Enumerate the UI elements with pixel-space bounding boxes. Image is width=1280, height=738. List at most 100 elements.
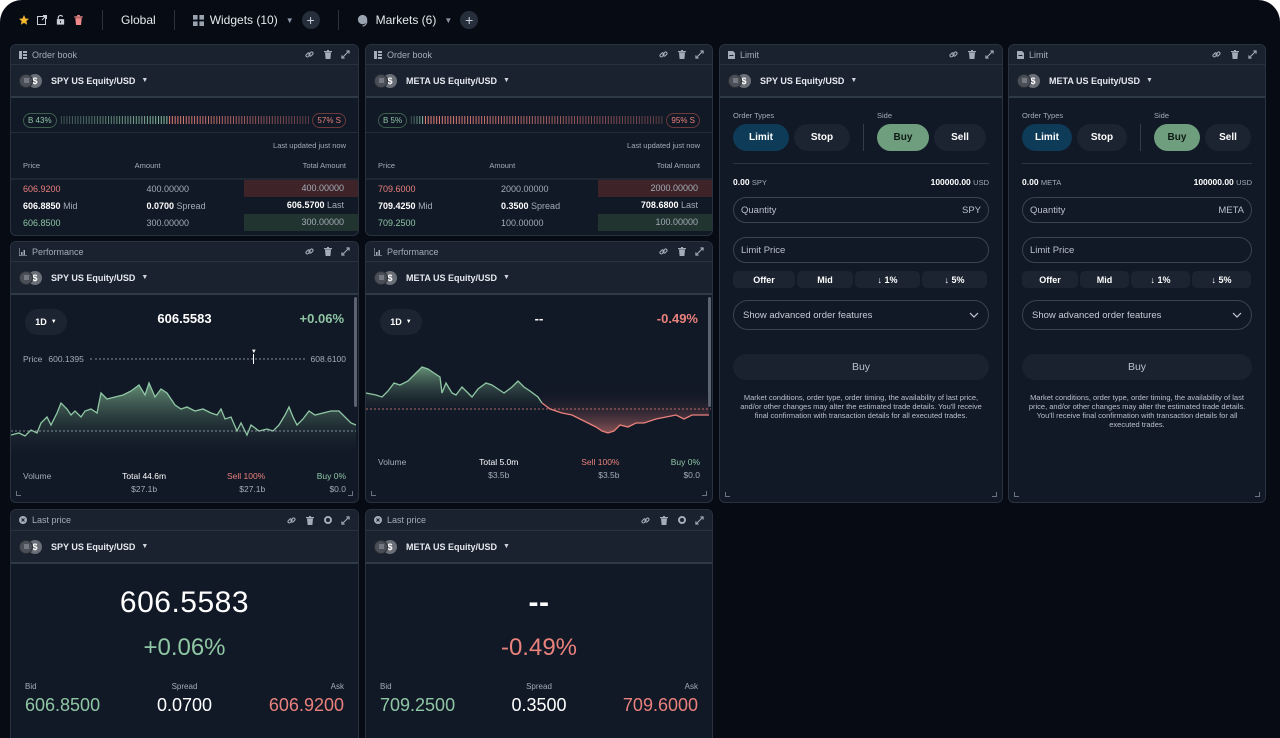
order-type-stop-button[interactable]: Stop bbox=[794, 124, 850, 151]
ask-row[interactable]: 606.9200 400.00000 400.00000 bbox=[11, 180, 358, 197]
price-change: +0.06% bbox=[299, 311, 344, 326]
quantity-input[interactable]: Quantity SPY bbox=[733, 197, 989, 223]
expand-icon[interactable] bbox=[695, 515, 704, 525]
col-amount: Amount bbox=[489, 161, 516, 170]
table-header: Price Amount Total Amount bbox=[366, 150, 712, 180]
quantity-input[interactable]: Quantity META bbox=[1022, 197, 1252, 223]
offer-button[interactable]: Offer bbox=[733, 271, 795, 288]
asset-selector[interactable]: $ SPY US Equity/USD ▼ bbox=[11, 531, 358, 564]
widget-header[interactable]: Last price bbox=[366, 510, 712, 531]
asset-selector[interactable]: $ SPY US Equity/USD ▼ bbox=[11, 65, 358, 98]
advanced-features-toggle[interactable]: Show advanced order features bbox=[1022, 300, 1252, 330]
order-type-limit-button[interactable]: Limit bbox=[1022, 124, 1072, 151]
add-widget-button[interactable]: + bbox=[301, 11, 320, 29]
timeframe-select[interactable]: 1D ▼ bbox=[380, 309, 422, 335]
side-sell-button[interactable]: Sell bbox=[1205, 124, 1251, 151]
last-price-widget-meta: Last price $ META US Equity/USD ▼ -- -0.… bbox=[365, 509, 713, 738]
bid-row[interactable]: 606.8500 300.00000 300.00000 bbox=[11, 214, 358, 231]
delete-icon[interactable] bbox=[967, 50, 976, 59]
side-sell-button[interactable]: Sell bbox=[934, 124, 986, 151]
scrollbar[interactable] bbox=[354, 297, 357, 407]
advanced-features-toggle[interactable]: Show advanced order features bbox=[733, 300, 989, 330]
asset-selector[interactable]: $ META US Equity/USD ▼ bbox=[366, 262, 712, 295]
ask-row[interactable]: 709.6000 2000.00000 2000.00000 bbox=[366, 180, 712, 197]
settings-icon[interactable] bbox=[323, 516, 332, 525]
bid-amount: 300.00000 bbox=[146, 217, 190, 228]
link-icon[interactable] bbox=[305, 247, 314, 256]
delete-icon[interactable] bbox=[323, 247, 332, 256]
minus-1pct-button[interactable]: ↓ 1% bbox=[855, 271, 920, 288]
order-type-stop-button[interactable]: Stop bbox=[1077, 124, 1127, 151]
side-buy-button[interactable]: Buy bbox=[1154, 124, 1200, 151]
widget-header[interactable]: Limit bbox=[720, 45, 1002, 65]
delete-icon[interactable] bbox=[659, 515, 668, 525]
current-price: 606.5583 bbox=[157, 311, 212, 326]
star-icon[interactable] bbox=[18, 14, 30, 26]
link-icon[interactable] bbox=[1212, 50, 1221, 59]
minus-1pct-button[interactable]: ↓ 1% bbox=[1131, 271, 1190, 288]
trash-icon[interactable] bbox=[72, 14, 84, 26]
resize-handle[interactable] bbox=[371, 491, 376, 496]
bid-price: 709.2500 bbox=[378, 217, 416, 228]
delete-icon[interactable] bbox=[677, 50, 686, 59]
widget-header[interactable]: Limit bbox=[1009, 45, 1265, 65]
link-icon[interactable] bbox=[949, 50, 958, 59]
expand-icon[interactable] bbox=[341, 515, 350, 525]
bid-row[interactable]: 709.2500 100.00000 100.00000 bbox=[366, 214, 712, 231]
link-icon[interactable] bbox=[659, 50, 668, 59]
scrollbar[interactable] bbox=[708, 297, 711, 407]
add-market-button[interactable]: + bbox=[460, 11, 479, 29]
side-buy-button[interactable]: Buy bbox=[877, 124, 929, 151]
resize-handle[interactable] bbox=[702, 491, 707, 496]
link-icon[interactable] bbox=[641, 516, 650, 525]
external-link-icon[interactable] bbox=[36, 14, 48, 26]
markets-menu[interactable]: Markets (6) ▼ bbox=[357, 13, 452, 27]
global-tab[interactable]: Global bbox=[121, 13, 156, 27]
asset-balance: 0.00 bbox=[733, 177, 750, 187]
submit-buy-button[interactable]: Buy bbox=[733, 354, 989, 380]
resize-handle[interactable] bbox=[992, 492, 997, 497]
widget-header[interactable]: Performance bbox=[11, 242, 358, 262]
minus-5pct-button[interactable]: ↓ 5% bbox=[922, 271, 987, 288]
link-icon[interactable] bbox=[287, 516, 296, 525]
expand-icon[interactable] bbox=[1248, 50, 1257, 59]
asset-selector[interactable]: $ META US Equity/USD ▼ bbox=[1009, 65, 1265, 98]
asset-selector[interactable]: $ SPY US Equity/USD ▼ bbox=[720, 65, 1002, 98]
asset-selector[interactable]: $ META US Equity/USD ▼ bbox=[366, 531, 712, 564]
minus-5pct-button[interactable]: ↓ 5% bbox=[1192, 271, 1251, 288]
timeframe-select[interactable]: 1D ▼ bbox=[25, 309, 67, 335]
timeframe-value: 1D bbox=[390, 317, 402, 327]
widget-header[interactable]: Order book bbox=[366, 45, 712, 65]
settings-icon[interactable] bbox=[677, 516, 686, 525]
expand-icon[interactable] bbox=[985, 50, 994, 59]
submit-buy-button[interactable]: Buy bbox=[1022, 354, 1252, 380]
widget-header[interactable]: Order book bbox=[11, 45, 358, 65]
unlock-icon[interactable] bbox=[54, 14, 66, 26]
widget-header[interactable]: Performance bbox=[366, 242, 712, 262]
expand-icon[interactable] bbox=[695, 247, 704, 256]
expand-icon[interactable] bbox=[695, 50, 704, 59]
asset-selector[interactable]: $ META US Equity/USD ▼ bbox=[366, 65, 712, 98]
delete-icon[interactable] bbox=[305, 515, 314, 525]
expand-icon[interactable] bbox=[341, 50, 350, 59]
resize-handle[interactable] bbox=[1014, 492, 1019, 497]
asset-selector[interactable]: $ SPY US Equity/USD ▼ bbox=[11, 262, 358, 295]
widgets-menu[interactable]: Widgets (10) ▼ bbox=[192, 13, 294, 27]
mid-button[interactable]: Mid bbox=[1080, 271, 1129, 288]
link-icon[interactable] bbox=[305, 50, 314, 59]
link-icon[interactable] bbox=[659, 247, 668, 256]
delete-icon[interactable] bbox=[1230, 50, 1239, 59]
resize-handle[interactable] bbox=[725, 492, 730, 497]
limit-price-input[interactable]: Limit Price bbox=[1022, 237, 1252, 263]
offer-button[interactable]: Offer bbox=[1022, 271, 1078, 288]
resize-handle[interactable] bbox=[1255, 492, 1260, 497]
resize-handle[interactable] bbox=[16, 491, 21, 496]
widget-header[interactable]: Last price bbox=[11, 510, 358, 531]
expand-icon[interactable] bbox=[341, 247, 350, 256]
delete-icon[interactable] bbox=[677, 247, 686, 256]
delete-icon[interactable] bbox=[323, 50, 332, 59]
order-type-limit-button[interactable]: Limit bbox=[733, 124, 789, 151]
mid-button[interactable]: Mid bbox=[797, 271, 853, 288]
limit-price-input[interactable]: Limit Price bbox=[733, 237, 989, 263]
resize-handle[interactable] bbox=[348, 491, 353, 496]
